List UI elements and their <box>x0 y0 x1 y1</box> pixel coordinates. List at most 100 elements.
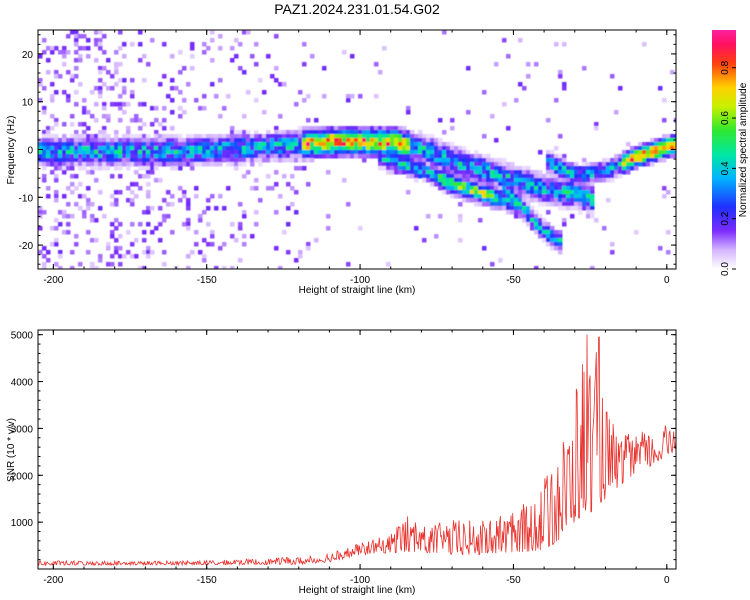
heatmap-cell <box>546 226 551 231</box>
heatmap-cell <box>146 222 151 227</box>
heatmap-cell <box>442 170 447 175</box>
heatmap-cell <box>350 54 355 59</box>
heatmap-cell <box>478 178 483 183</box>
heatmap-cell <box>182 162 187 167</box>
heatmap-cell <box>554 198 559 203</box>
heatmap-cell <box>322 142 327 147</box>
heatmap-cell <box>530 206 535 211</box>
heatmap-cell <box>122 162 127 167</box>
heatmap-cell <box>422 154 427 159</box>
heatmap-cell <box>490 186 495 191</box>
heatmap-cell <box>566 206 571 211</box>
heatmap-cell <box>62 138 67 143</box>
heatmap-cell <box>526 194 531 199</box>
heatmap-cell <box>106 150 111 155</box>
heatmap-cell <box>538 182 543 187</box>
heatmap-cell <box>234 130 239 135</box>
heatmap-cell <box>338 130 343 135</box>
heatmap-cell <box>54 190 59 195</box>
heatmap-cell <box>166 202 171 207</box>
heatmap-cell <box>182 158 187 163</box>
heatmap-cell <box>150 154 155 159</box>
heatmap-cell <box>590 210 595 215</box>
heatmap-cell <box>426 162 431 167</box>
heatmap-cell <box>562 158 567 163</box>
heatmap-cell <box>506 174 511 179</box>
heatmap-cell <box>202 94 207 99</box>
heatmap-cell <box>74 142 79 147</box>
heatmap-cell <box>166 214 171 219</box>
heatmap-cell <box>630 146 635 151</box>
heatmap-cell <box>638 162 643 167</box>
heatmap-cell <box>638 142 643 147</box>
heatmap-cell <box>526 170 531 175</box>
heatmap-cell <box>306 146 311 151</box>
heatmap-cell <box>78 158 83 163</box>
heatmap-cell <box>582 206 587 211</box>
heatmap-cell <box>334 150 339 155</box>
heatmap-cell <box>582 66 587 71</box>
heatmap-cell <box>274 170 279 175</box>
heatmap-cell <box>274 130 279 135</box>
heatmap-cell <box>302 126 307 131</box>
heatmap-cell <box>82 210 87 215</box>
heatmap-cell <box>126 130 131 135</box>
heatmap-cell <box>426 150 431 155</box>
heatmap-cell <box>54 154 59 159</box>
heatmap-cell <box>482 134 487 139</box>
heatmap-cell <box>198 218 203 223</box>
heatmap-cell <box>190 138 195 143</box>
heatmap-cell <box>50 154 55 159</box>
heatmap-cell <box>458 202 463 207</box>
heatmap-cell <box>178 138 183 143</box>
heatmap-cell <box>458 146 463 151</box>
heatmap-cell <box>526 214 531 219</box>
heatmap-cell <box>558 250 563 255</box>
heatmap-cell <box>470 174 475 179</box>
heatmap-cell <box>514 178 519 183</box>
heatmap-cell <box>226 154 231 159</box>
heatmap-cell <box>114 62 119 67</box>
heatmap-cell <box>414 226 419 231</box>
heatmap-cell <box>518 190 523 195</box>
heatmap-cell <box>550 174 555 179</box>
heatmap-cell <box>290 174 295 179</box>
heatmap-cell <box>270 134 275 139</box>
heatmap-cell <box>214 206 219 211</box>
heatmap-cell <box>506 190 511 195</box>
heatmap-cell <box>454 186 459 191</box>
heatmap-cell <box>654 158 659 163</box>
x-tick-label: -50 <box>506 575 521 586</box>
heatmap-cell <box>466 186 471 191</box>
heatmap-cell <box>134 150 139 155</box>
heatmap-cell <box>118 154 123 159</box>
heatmap-cell <box>146 254 151 259</box>
heatmap-cell <box>418 166 423 171</box>
heatmap-cell <box>294 190 299 195</box>
heatmap-cell <box>474 194 479 199</box>
heatmap-cell <box>122 110 127 115</box>
heatmap-cell <box>98 46 103 51</box>
heatmap-cell <box>102 162 107 167</box>
heatmap-cell <box>442 178 447 183</box>
heatmap-cell <box>218 162 223 167</box>
heatmap-cell <box>70 174 75 179</box>
heatmap-cell <box>622 162 627 167</box>
heatmap-cell <box>162 138 167 143</box>
heatmap-cell <box>82 98 87 103</box>
heatmap-cell <box>110 142 115 147</box>
heatmap-cell <box>414 166 419 171</box>
heatmap-cell <box>306 130 311 135</box>
heatmap-cell <box>46 150 51 155</box>
heatmap-cell <box>394 166 399 171</box>
heatmap-cell <box>198 134 203 139</box>
heatmap-cell <box>186 142 191 147</box>
heatmap-cell <box>386 162 391 167</box>
heatmap-cell <box>618 158 623 163</box>
heatmap-cell <box>358 134 363 139</box>
heatmap-cell <box>590 194 595 199</box>
heatmap-cell <box>298 158 303 163</box>
heatmap-cell <box>218 154 223 159</box>
heatmap-cell <box>102 34 107 39</box>
heatmap-cell <box>246 142 251 147</box>
